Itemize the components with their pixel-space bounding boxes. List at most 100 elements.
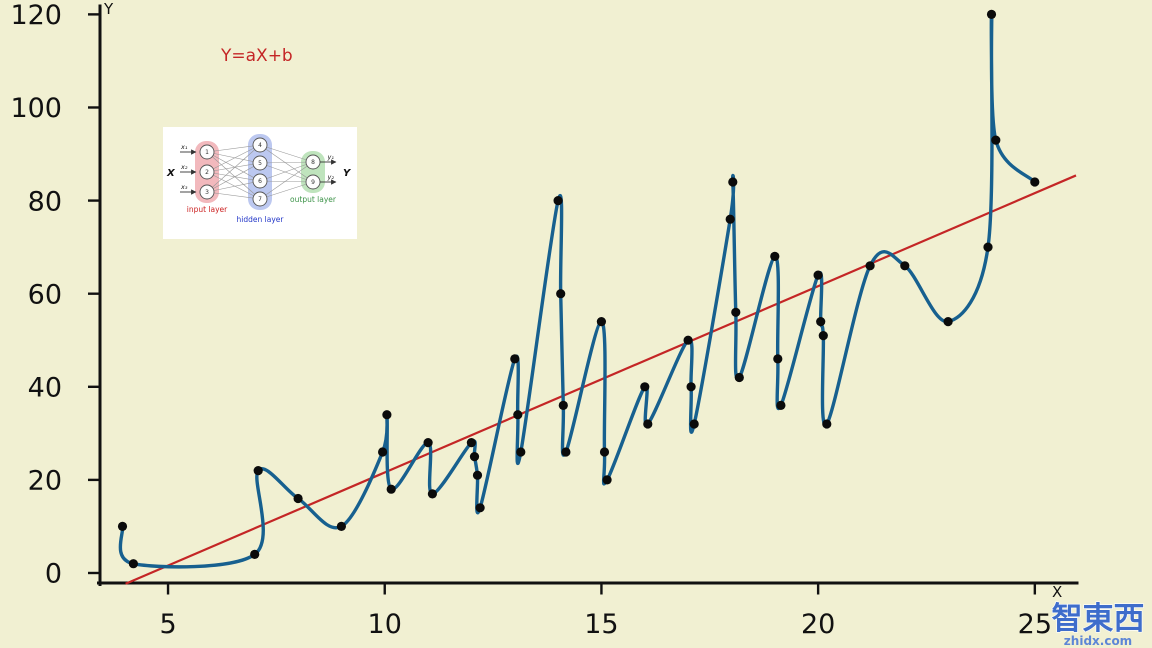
data-point-dot <box>423 438 433 448</box>
nn-input-label: x₂ <box>180 163 188 171</box>
data-points-group <box>117 9 1040 569</box>
data-point-dot <box>382 410 392 420</box>
data-point-dot <box>378 447 388 457</box>
watermark-text: 智東西 <box>1052 601 1145 637</box>
x-tick-label: 15 <box>584 609 618 640</box>
nn-connection-line <box>206 151 261 182</box>
data-point-dot <box>472 470 483 480</box>
data-point-dot <box>117 521 128 532</box>
watermark-domain: zhidx.com <box>1064 634 1132 648</box>
nn-connection-line <box>259 144 314 163</box>
nn-connection-line <box>206 144 261 193</box>
nn-node-label: 3 <box>205 189 209 196</box>
data-point-dot <box>770 251 780 261</box>
nn-node-label: 9 <box>311 179 315 186</box>
nn-node-circle <box>252 173 268 189</box>
nn-node-label: 4 <box>258 142 262 149</box>
data-point-dot <box>596 317 607 327</box>
nn-node-label: 8 <box>311 159 315 166</box>
data-point-dot <box>475 503 485 513</box>
nn-node-circle <box>252 155 268 171</box>
data-point-dot <box>813 270 823 280</box>
data-point-dot <box>734 372 744 383</box>
data-point-dot <box>513 410 523 420</box>
nn-node-label: 5 <box>258 160 262 167</box>
nn-node-circle <box>199 144 215 160</box>
nn-node-circle <box>199 184 215 200</box>
x-tick-label: 20 <box>801 609 835 640</box>
data-point-dot <box>128 559 138 569</box>
data-point-dot <box>553 196 563 206</box>
nn-node-label: 1 <box>205 149 209 156</box>
data-point-dot <box>943 317 953 327</box>
y-tick-label: 80 <box>28 186 62 217</box>
nn-layer-label: output layer <box>290 195 337 204</box>
y-tick-label: 0 <box>45 559 62 590</box>
data-point-dot <box>728 177 738 187</box>
data-point-dot <box>510 354 520 364</box>
nn-connection-line <box>206 180 261 193</box>
nn-connection-line <box>259 144 314 183</box>
data-point-dot <box>643 419 653 429</box>
data-point-dot <box>1030 177 1040 187</box>
y-tick-label: 100 <box>10 93 62 124</box>
nn-input-label: x₃ <box>180 183 188 191</box>
data-point-dot <box>293 493 303 504</box>
y-tick-label: 40 <box>28 373 62 404</box>
nn-connection-line <box>259 161 314 182</box>
nn-layer-label: input layer <box>187 205 228 214</box>
data-point-dot <box>731 307 741 317</box>
data-point-dot <box>683 335 693 345</box>
x-axis-label: X <box>1052 583 1062 601</box>
nn-connection-line <box>206 144 261 153</box>
nn-x-label: X <box>166 168 176 179</box>
y-tick-label: 60 <box>28 279 62 310</box>
formula-label: Y=aX+b <box>220 46 293 66</box>
nn-connection-line <box>206 171 261 200</box>
data-point-dot <box>556 289 566 299</box>
nn-layer-label: hidden layer <box>237 215 285 224</box>
nn-connection-line <box>259 161 314 200</box>
watermark: 智東西 zhidx.com <box>1051 600 1145 648</box>
data-point-dot <box>599 447 610 457</box>
nn-layer-band <box>248 134 272 210</box>
data-point-dot <box>773 354 783 364</box>
y-axis-label: Y <box>103 0 114 18</box>
nn-connection-line <box>206 151 261 164</box>
y-tick-label: 20 <box>28 466 62 497</box>
nn-node-label: 7 <box>258 196 262 203</box>
data-point-dot <box>427 489 437 499</box>
nn-node-circle <box>252 137 268 153</box>
x-tick-label: 25 <box>1018 609 1052 640</box>
regression-line <box>125 174 1077 585</box>
data-point-dot <box>900 261 910 271</box>
data-point-dot <box>469 452 480 462</box>
data-point-dot <box>776 400 786 410</box>
nn-output-label: y₂ <box>327 173 335 181</box>
nn-inset: 1 2 3 4 5 6 7 8 9 input layer hidden layer output l… <box>163 127 357 239</box>
data-point-dot <box>466 438 476 448</box>
nn-connection-line <box>206 162 261 193</box>
nn-connection-line <box>259 180 314 183</box>
data-point-dot <box>640 382 650 392</box>
data-point-dot <box>558 400 568 410</box>
nn-connection-line <box>259 161 314 164</box>
nn-connection-line <box>206 162 261 173</box>
nn-node-label: 2 <box>205 169 209 176</box>
data-point-dot <box>686 382 696 392</box>
nn-y-label: Y <box>343 168 352 179</box>
nn-input-label: x₁ <box>180 143 188 151</box>
data-point-dot <box>865 261 875 271</box>
nn-node-circle <box>199 164 215 180</box>
data-point-dot <box>816 317 826 327</box>
nn-node-circle <box>252 191 268 207</box>
data-point-dot <box>336 521 346 532</box>
nn-connection-line <box>259 162 314 183</box>
x-tick-label: 5 <box>159 609 176 640</box>
data-point-dot <box>561 447 571 457</box>
nn-connection-line <box>259 181 314 200</box>
nn-connection-line <box>206 191 261 200</box>
